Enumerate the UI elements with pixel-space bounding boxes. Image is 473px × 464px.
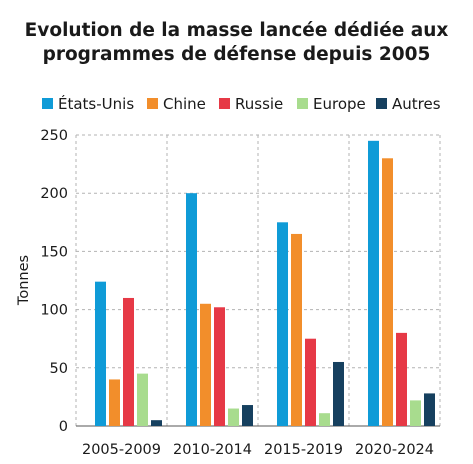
x-tick-label-3: 2020-2024 [355, 442, 434, 458]
y-tick-label-4: 200 [40, 186, 68, 202]
chart-title-line-2: programmes de défense depuis 2005 [43, 44, 431, 65]
legend-label-2: Russie [235, 95, 283, 113]
bar-3-1 [382, 158, 393, 426]
bar-1-3 [228, 408, 239, 426]
bar-0-0 [95, 281, 106, 426]
grid [75, 134, 441, 427]
bar-2-0 [277, 222, 288, 426]
legend-label-4: Autres [392, 95, 441, 113]
bar-2-4 [333, 361, 344, 426]
y-axis-label: Tonnes [16, 255, 32, 306]
bar-1-0 [186, 193, 197, 426]
bar-0-2 [123, 297, 134, 426]
x-tick-label-2: 2015-2019 [264, 442, 343, 458]
bar-1-2 [214, 307, 225, 426]
legend-swatch-1 [147, 98, 158, 109]
legend: États-Unis Chine Russie Europe Autres [42, 94, 441, 113]
legend-label-3: Europe [313, 95, 366, 113]
legend-label-1: Chine [163, 95, 206, 113]
legend-swatch-0 [42, 98, 53, 109]
bar-3-2 [396, 332, 407, 426]
legend-swatch-2 [219, 98, 230, 109]
bar-0-1 [109, 379, 120, 426]
bar-1-1 [200, 303, 211, 426]
bar-3-0 [368, 140, 379, 426]
bar-0-3 [137, 373, 148, 426]
y-tick-label-1: 50 [50, 361, 68, 377]
x-tick-label-1: 2010-2014 [173, 442, 252, 458]
legend-swatch-3 [297, 98, 308, 109]
x-tick-label-0: 2005-2009 [82, 442, 161, 458]
chart-title: Evolution de la masse lancée dédiée aux … [25, 20, 449, 65]
legend-label-0: États-Unis [58, 94, 134, 113]
bar-2-2 [305, 338, 316, 426]
y-tick-label-5: 250 [40, 128, 68, 144]
bar-2-1 [291, 233, 302, 426]
y-axis-ticks: 0 50 100 150 200 250 [40, 128, 68, 435]
bar-3-3 [410, 400, 421, 426]
bar-2-3 [319, 413, 330, 426]
bar-3-4 [424, 393, 435, 426]
y-tick-label-2: 100 [40, 303, 68, 319]
legend-swatch-4 [376, 98, 387, 109]
bars [95, 140, 435, 426]
bar-1-4 [242, 405, 253, 426]
chart-title-line-1: Evolution de la masse lancée dédiée aux [25, 20, 449, 41]
bar-0-4 [151, 420, 162, 426]
y-tick-label-3: 150 [40, 244, 68, 260]
y-tick-label-0: 0 [59, 419, 68, 435]
x-axis-ticks: 2005-2009 2010-2014 2015-2019 2020-2024 [82, 442, 434, 458]
